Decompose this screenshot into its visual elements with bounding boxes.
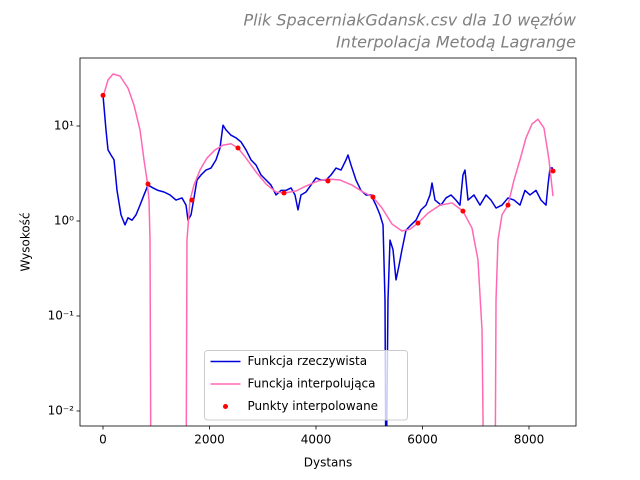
data-point — [281, 190, 287, 196]
x-tick-label: 0 — [99, 433, 107, 447]
data-point — [505, 202, 511, 208]
plot-area — [100, 73, 556, 426]
legend-label: Funkcja rzeczywista — [248, 354, 368, 368]
chart-title: Plik SpacerniakGdansk.csv dla 10 węzłów — [244, 11, 577, 30]
axes-frame — [79, 57, 577, 427]
series-line — [102, 73, 554, 426]
data-point — [235, 145, 241, 151]
data-point — [550, 168, 556, 174]
data-point — [145, 181, 151, 187]
y-tick-label: 10⁰ — [54, 214, 74, 228]
x-tick-label: 4000 — [301, 433, 332, 447]
data-point — [415, 220, 421, 226]
x-tick-label: 2000 — [194, 433, 225, 447]
data-point — [189, 197, 195, 203]
legend-marker — [223, 404, 228, 409]
series-line — [102, 94, 553, 426]
legend-box — [204, 350, 408, 421]
data-point — [460, 208, 466, 214]
legend-label: Punkty interpolowane — [248, 399, 379, 413]
chart-title: Interpolacja Metodą Lagrange — [336, 33, 576, 52]
y-tick-label: 10⁻² — [48, 403, 75, 417]
x-tick-label: 8000 — [514, 433, 545, 447]
data-point — [100, 92, 106, 98]
y-tick-label: 10¹ — [54, 119, 74, 133]
legend-label: Funckja interpolująca — [248, 377, 376, 391]
y-axis-label: Wysokość — [19, 212, 33, 271]
data-point — [370, 194, 376, 200]
data-point — [325, 178, 331, 184]
y-tick-label: 10⁻¹ — [48, 308, 75, 322]
x-tick-label: 6000 — [407, 433, 438, 447]
x-axis-label: Dystans — [304, 456, 353, 470]
